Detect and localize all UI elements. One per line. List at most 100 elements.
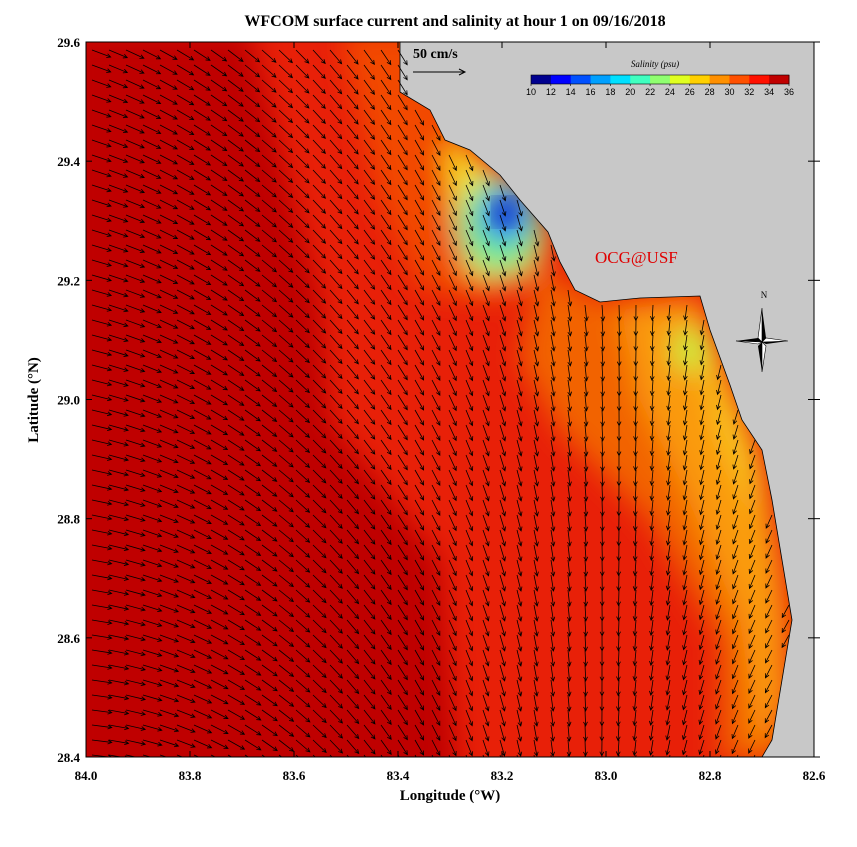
current-arrow <box>210 634 229 645</box>
current-arrow <box>295 334 310 349</box>
current-arrow <box>261 574 278 587</box>
current-arrow <box>312 724 327 739</box>
current-arrow <box>227 499 245 511</box>
current-arrow <box>482 334 490 352</box>
current-arrow <box>482 529 490 547</box>
current-arrow <box>533 664 539 682</box>
current-arrow <box>482 289 490 307</box>
current-arrow <box>482 724 490 742</box>
current-arrow <box>363 79 375 96</box>
current-arrow <box>499 559 506 577</box>
current-arrow <box>632 559 638 577</box>
current-arrow <box>142 739 163 747</box>
title: WFCOM surface current and salinity at ho… <box>244 13 665 30</box>
current-arrow <box>312 604 327 619</box>
current-arrow <box>765 664 773 679</box>
current-arrow <box>698 589 705 606</box>
colorbar-tick-label: 36 <box>784 87 794 97</box>
current-arrow <box>295 229 310 244</box>
colorbar-swatch <box>689 75 711 84</box>
current-arrow <box>176 289 195 300</box>
current-arrow <box>142 154 162 164</box>
current-arrow <box>682 454 688 471</box>
current-arrow <box>227 94 244 107</box>
current-arrow <box>142 529 163 538</box>
current-arrow <box>431 274 441 292</box>
current-arrow <box>414 259 425 276</box>
current-arrow <box>210 64 228 77</box>
current-arrow <box>346 634 360 650</box>
current-arrow <box>465 679 474 697</box>
current-arrow <box>482 574 490 592</box>
current-arrow <box>431 319 441 337</box>
current-arrow <box>295 574 311 588</box>
current-arrow <box>329 544 343 559</box>
current-arrow <box>681 739 688 756</box>
current-arrow <box>414 214 425 231</box>
current-arrow <box>329 199 343 215</box>
current-arrow <box>142 184 162 194</box>
current-arrow <box>91 244 112 252</box>
current-arrow <box>465 454 474 472</box>
current-arrow <box>125 409 146 418</box>
current-arrow <box>600 349 606 367</box>
current-arrow <box>346 214 359 230</box>
current-arrow <box>615 739 621 757</box>
current-arrow <box>749 439 756 455</box>
current-arrow <box>414 424 425 441</box>
current-arrow <box>698 634 705 651</box>
current-arrow <box>363 154 376 170</box>
current-arrow <box>714 739 722 755</box>
current-arrow <box>465 259 474 277</box>
scale-arrow: 50 cm/s <box>413 47 467 76</box>
current-arrow <box>600 439 605 457</box>
current-arrow <box>516 469 523 487</box>
current-arrow <box>261 139 277 153</box>
current-arrow <box>583 529 589 547</box>
current-arrow <box>244 94 261 108</box>
current-arrow <box>649 379 655 397</box>
current-arrow <box>583 739 588 757</box>
current-arrow <box>665 664 671 681</box>
current-arrow <box>346 724 360 740</box>
salinity-field <box>86 42 814 757</box>
current-arrow <box>91 364 113 372</box>
current-arrow <box>550 709 556 727</box>
current-arrow <box>193 439 212 450</box>
x-tick-label: 83.6 <box>283 768 306 783</box>
current-arrow <box>159 724 180 733</box>
current-arrow <box>210 454 229 465</box>
colorbar-tick-label: 18 <box>605 87 615 97</box>
current-arrow <box>715 589 722 605</box>
current-arrow <box>278 679 295 692</box>
current-arrow <box>312 439 327 454</box>
current-arrow <box>312 424 327 439</box>
current-arrow <box>227 274 245 287</box>
colorbar-tick-label: 22 <box>645 87 655 97</box>
current-arrow <box>533 589 539 607</box>
current-arrow <box>329 514 343 529</box>
current-arrow <box>261 454 278 467</box>
current-arrow <box>261 514 278 527</box>
current-arrow <box>176 94 195 106</box>
current-arrow <box>533 469 539 487</box>
current-arrow <box>295 199 310 214</box>
current-arrow <box>732 559 739 575</box>
current-arrow <box>397 709 408 726</box>
current-arrow <box>312 154 326 169</box>
current-arrow <box>244 484 262 497</box>
current-arrow <box>533 454 539 472</box>
current-arrow <box>749 484 756 500</box>
current-arrow <box>125 364 146 373</box>
current-arrow <box>499 244 507 262</box>
current-arrow <box>448 664 457 682</box>
current-arrow <box>227 334 245 347</box>
current-arrow <box>666 379 672 396</box>
current-arrow <box>499 304 507 322</box>
current-arrow <box>533 649 539 667</box>
current-arrow <box>244 334 261 347</box>
current-arrow <box>159 679 180 688</box>
current-arrow <box>397 604 408 621</box>
current-arrow <box>312 409 327 424</box>
current-arrow <box>108 64 129 74</box>
